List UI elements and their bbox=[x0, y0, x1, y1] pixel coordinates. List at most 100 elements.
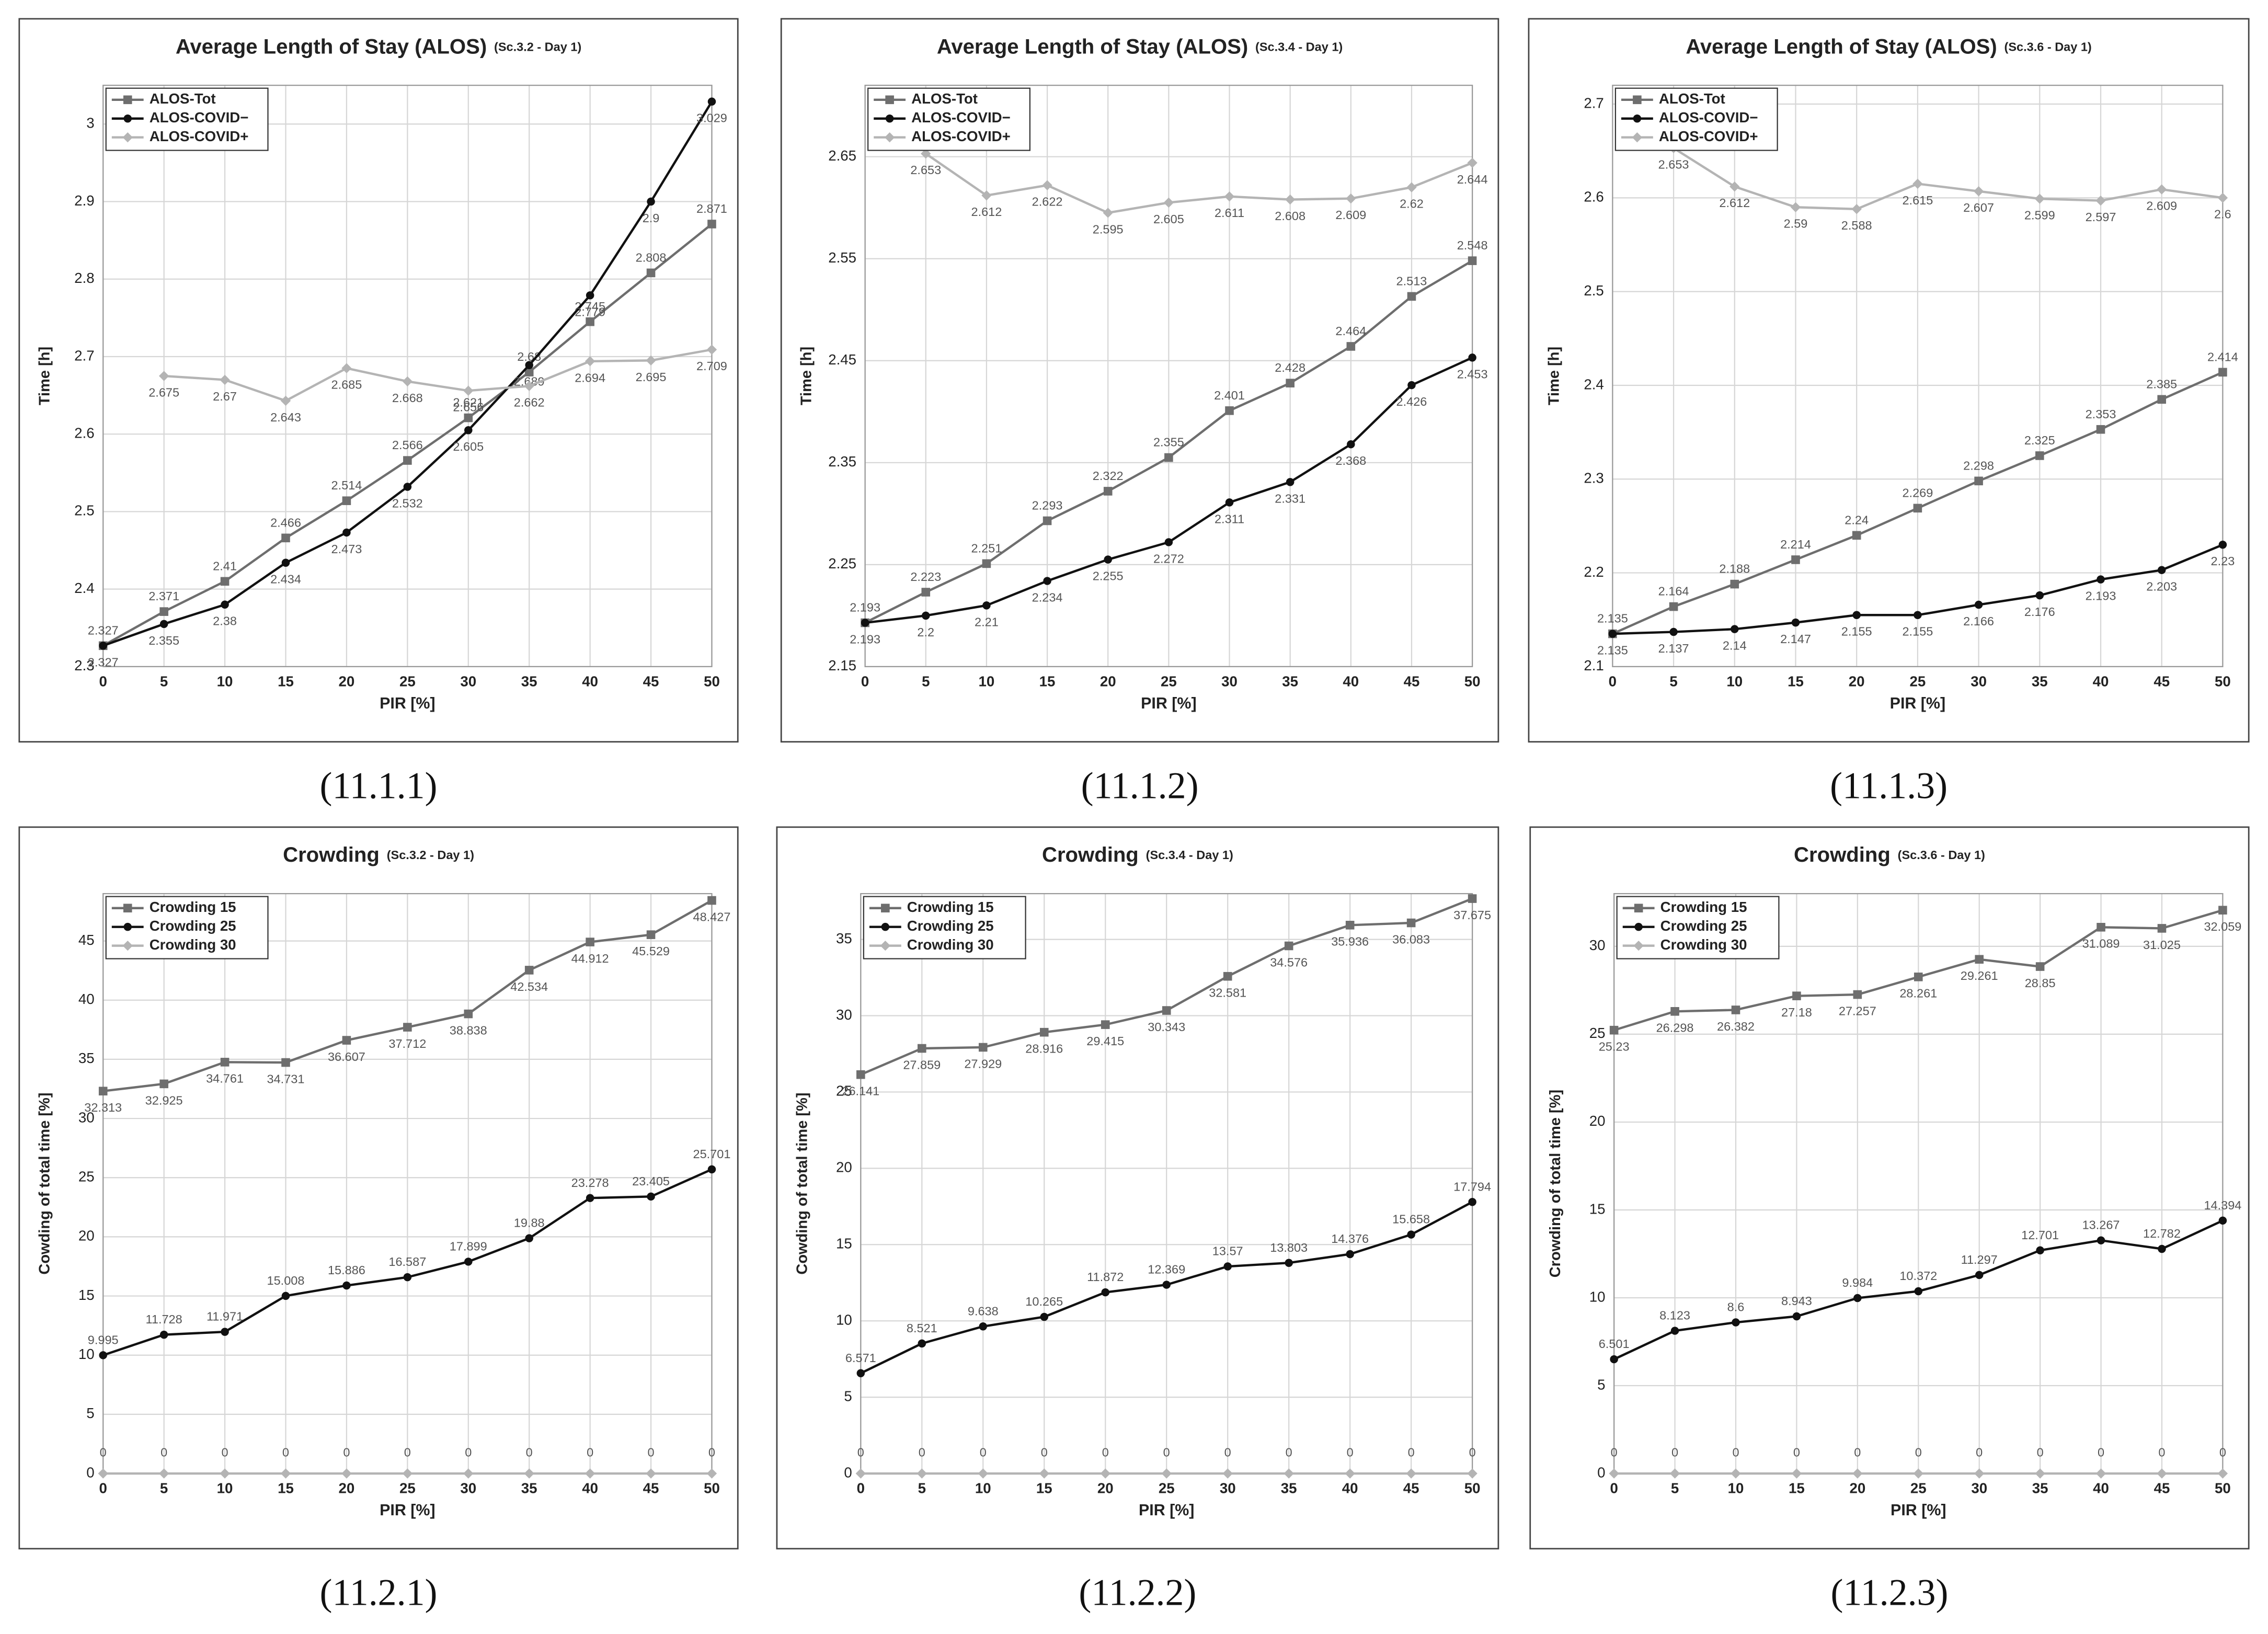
data-label: 2.327 bbox=[88, 655, 119, 669]
x-tick-label: 50 bbox=[704, 673, 720, 690]
marker-square bbox=[646, 930, 656, 939]
chart-title: Average Length of Stay (ALOS) (Sc.3.6 - D… bbox=[1686, 35, 2091, 58]
chart-panel: Average Length of Stay (ALOS) (Sc.3.6 - D… bbox=[1528, 18, 2250, 743]
data-label: 0 bbox=[1347, 1446, 1354, 1459]
data-label: 31.025 bbox=[2143, 938, 2181, 952]
y-tick-label: 2.7 bbox=[74, 347, 94, 363]
data-label: 8.6 bbox=[1727, 1300, 1745, 1314]
data-label: 26.141 bbox=[842, 1084, 879, 1098]
marker-diamond bbox=[1913, 1468, 1923, 1479]
marker-diamond bbox=[158, 371, 169, 381]
data-label: 35.936 bbox=[1331, 935, 1369, 949]
marker-circle bbox=[1164, 538, 1173, 546]
data-label: 16.587 bbox=[388, 1255, 426, 1269]
data-label: 0 bbox=[282, 1446, 289, 1459]
marker-circle bbox=[525, 1234, 533, 1242]
data-label: 2.464 bbox=[1335, 324, 1366, 338]
data-label: 12.701 bbox=[2021, 1228, 2059, 1242]
data-label: 2.193 bbox=[850, 601, 880, 614]
data-label: 36.083 bbox=[1392, 932, 1430, 946]
legend-label: ALOS-COVID− bbox=[1659, 109, 1758, 125]
data-label: 0 bbox=[919, 1446, 925, 1459]
data-label: 2.653 bbox=[910, 163, 941, 177]
marker-circle bbox=[1104, 555, 1112, 564]
marker-square bbox=[1225, 406, 1234, 415]
x-tick-label: 50 bbox=[704, 1480, 720, 1496]
y-tick-label: 30 bbox=[1589, 937, 1606, 953]
marker-square bbox=[1609, 1025, 1619, 1035]
data-label: 27.257 bbox=[1839, 1004, 1876, 1018]
x-tick-label: 20 bbox=[1849, 1480, 1865, 1496]
legend-label: Crowding 25 bbox=[1660, 918, 1747, 934]
marker-diamond bbox=[2157, 1468, 2167, 1479]
data-label: 2.24 bbox=[1845, 513, 1869, 527]
marker-circle bbox=[1853, 1294, 1862, 1302]
marker-diamond bbox=[1912, 178, 1923, 189]
x-tick-label: 25 bbox=[1910, 1480, 1927, 1496]
data-label: 36.607 bbox=[328, 1050, 365, 1064]
marker-square bbox=[1634, 904, 1643, 913]
marker-square bbox=[646, 268, 656, 278]
x-axis-label: PIR [%] bbox=[1139, 1501, 1194, 1519]
marker-circle bbox=[1669, 627, 1678, 636]
caption: (11.2.3) bbox=[1830, 1572, 1948, 1614]
title-text: Crowding bbox=[1794, 843, 1891, 866]
marker-diamond bbox=[158, 1468, 169, 1479]
y-tick-label: 2.15 bbox=[828, 657, 856, 673]
data-label: 2.193 bbox=[2086, 589, 2116, 603]
data-label: 2.6 bbox=[2214, 208, 2231, 221]
marker-square bbox=[2218, 368, 2227, 377]
y-tick-label: 2.55 bbox=[828, 249, 856, 266]
legend-label: Crowding 30 bbox=[907, 936, 994, 953]
y-tick-label: 2.5 bbox=[1584, 282, 1603, 299]
data-label: 0 bbox=[1408, 1446, 1415, 1459]
data-label: 2.135 bbox=[1597, 612, 1628, 625]
legend-label: Crowding 25 bbox=[150, 918, 236, 934]
y-tick-label: 35 bbox=[78, 1050, 95, 1066]
marker-circle bbox=[885, 115, 894, 123]
marker-circle bbox=[2218, 1216, 2227, 1225]
marker-diamond bbox=[917, 1468, 927, 1479]
title-text: Crowding bbox=[1042, 843, 1139, 866]
y-tick-label: 25 bbox=[78, 1169, 95, 1185]
data-label: 2.473 bbox=[331, 542, 362, 556]
marker-circle bbox=[1286, 478, 1295, 486]
marker-square bbox=[856, 1070, 865, 1079]
marker-diamond bbox=[1790, 202, 1801, 212]
data-label: 37.712 bbox=[388, 1037, 426, 1050]
data-label: 29.261 bbox=[1961, 969, 1998, 982]
data-label: 9.984 bbox=[1842, 1276, 1873, 1289]
marker-diamond bbox=[1731, 1468, 1741, 1479]
data-label: 0 bbox=[1041, 1446, 1048, 1459]
y-tick-label: 20 bbox=[78, 1228, 95, 1244]
data-label: 0 bbox=[1793, 1446, 1800, 1459]
data-label: 2.615 bbox=[1902, 193, 1933, 207]
data-label: 2.164 bbox=[1658, 585, 1689, 598]
x-tick-label: 30 bbox=[1971, 673, 1987, 690]
marker-circle bbox=[1852, 611, 1861, 620]
marker-square bbox=[921, 588, 931, 597]
legend-label: ALOS-COVID+ bbox=[911, 128, 1011, 144]
marker-circle bbox=[1670, 1327, 1679, 1335]
chart-panel: Crowding (Sc.3.6 - Day 1) 0 5 10 15 20 25 30 0 5 10… bbox=[1529, 826, 2250, 1550]
x-tick-label: 10 bbox=[1726, 673, 1743, 690]
marker-circle bbox=[922, 611, 930, 620]
x-tick-label: 50 bbox=[2215, 1480, 2231, 1496]
x-tick-label: 0 bbox=[1610, 1480, 1618, 1496]
marker-square bbox=[464, 413, 473, 422]
data-label: 14.394 bbox=[2204, 1198, 2241, 1212]
data-label: 2.385 bbox=[2146, 377, 2177, 391]
chart-panel: Crowding (Sc.3.4 - Day 1) 0 5 10 15 20 25 30 35 0 5… bbox=[776, 826, 1499, 1550]
marker-square bbox=[123, 95, 132, 105]
data-label: 23.405 bbox=[632, 1174, 670, 1188]
data-label: 2.643 bbox=[270, 410, 301, 424]
data-label: 2.188 bbox=[1719, 562, 1750, 576]
data-label: 2.612 bbox=[971, 205, 1002, 219]
title-text: Average Length of Stay (ALOS) bbox=[176, 35, 487, 58]
data-label: 0 bbox=[1732, 1446, 1739, 1459]
y-tick-label: 2.2 bbox=[1584, 564, 1603, 580]
marker-square bbox=[159, 1079, 168, 1089]
data-label: 28.916 bbox=[1025, 1042, 1063, 1056]
marker-circle bbox=[1914, 611, 1922, 620]
marker-circle bbox=[159, 1330, 168, 1339]
